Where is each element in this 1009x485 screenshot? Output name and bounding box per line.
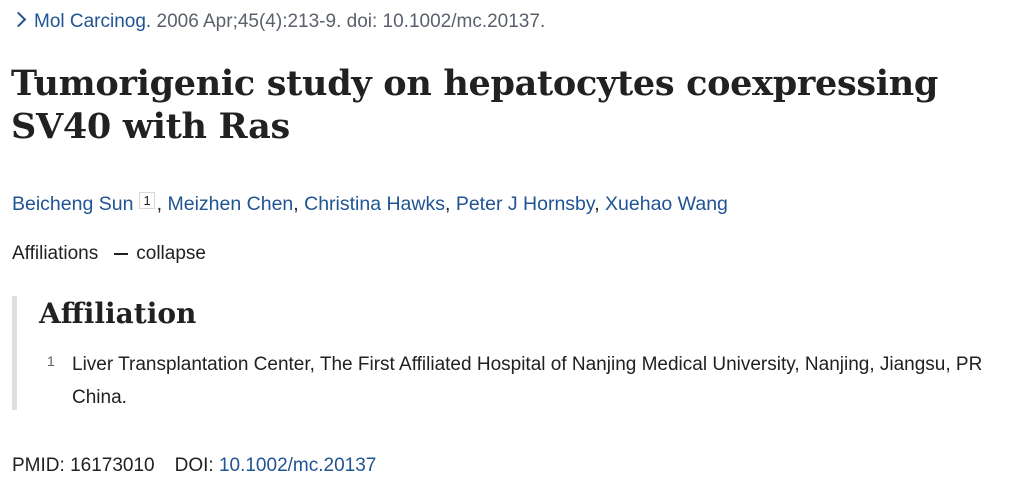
minus-icon bbox=[114, 252, 129, 255]
affiliation-panel: Affiliation 1 Liver Transplantation Cent… bbox=[12, 296, 1002, 410]
author-link[interactable]: Xuehao Wang bbox=[605, 193, 728, 215]
author-link[interactable]: Christina Hawks bbox=[304, 193, 445, 215]
pmid-value: 16173010 bbox=[70, 455, 155, 476]
article-title: Tumorigenic study on hepatocytes coexpre… bbox=[11, 63, 939, 147]
journal-link[interactable]: Mol Carcinog. bbox=[34, 11, 152, 32]
affiliation-heading: Affiliation bbox=[39, 297, 197, 330]
affiliation-ref-badge[interactable]: 1 bbox=[139, 192, 155, 209]
pmid-label: PMID: bbox=[12, 455, 65, 476]
citation-line: Mol Carcinog. 2006 Apr;45(4):213-9. doi:… bbox=[10, 8, 546, 36]
affiliation-text: Liver Transplantation Center, The First … bbox=[72, 354, 983, 408]
identifiers: PMID: 16173010 DOI: 10.1002/mc.20137 bbox=[12, 452, 376, 480]
affiliation-number: 1 bbox=[47, 353, 55, 369]
doi-label: DOI: bbox=[174, 455, 214, 476]
doi-link[interactable]: 10.1002/mc.20137 bbox=[218, 455, 377, 476]
author-link[interactable]: Peter J Hornsby bbox=[455, 193, 595, 215]
authors-list: Beicheng Sun 1, Meizhen Chen, Christina H… bbox=[12, 192, 728, 215]
author-link[interactable]: Beicheng Sun bbox=[12, 193, 134, 215]
citation-details: 2006 Apr;45(4):213-9. doi: 10.1002/mc.20… bbox=[156, 11, 546, 32]
affiliations-label: Affiliations bbox=[12, 243, 99, 264]
author-link[interactable]: Meizhen Chen bbox=[167, 193, 294, 215]
affiliations-toggle[interactable]: Affiliations collapse bbox=[12, 240, 206, 268]
chevron-right-icon[interactable] bbox=[10, 11, 27, 28]
collapse-label[interactable]: collapse bbox=[136, 243, 206, 264]
